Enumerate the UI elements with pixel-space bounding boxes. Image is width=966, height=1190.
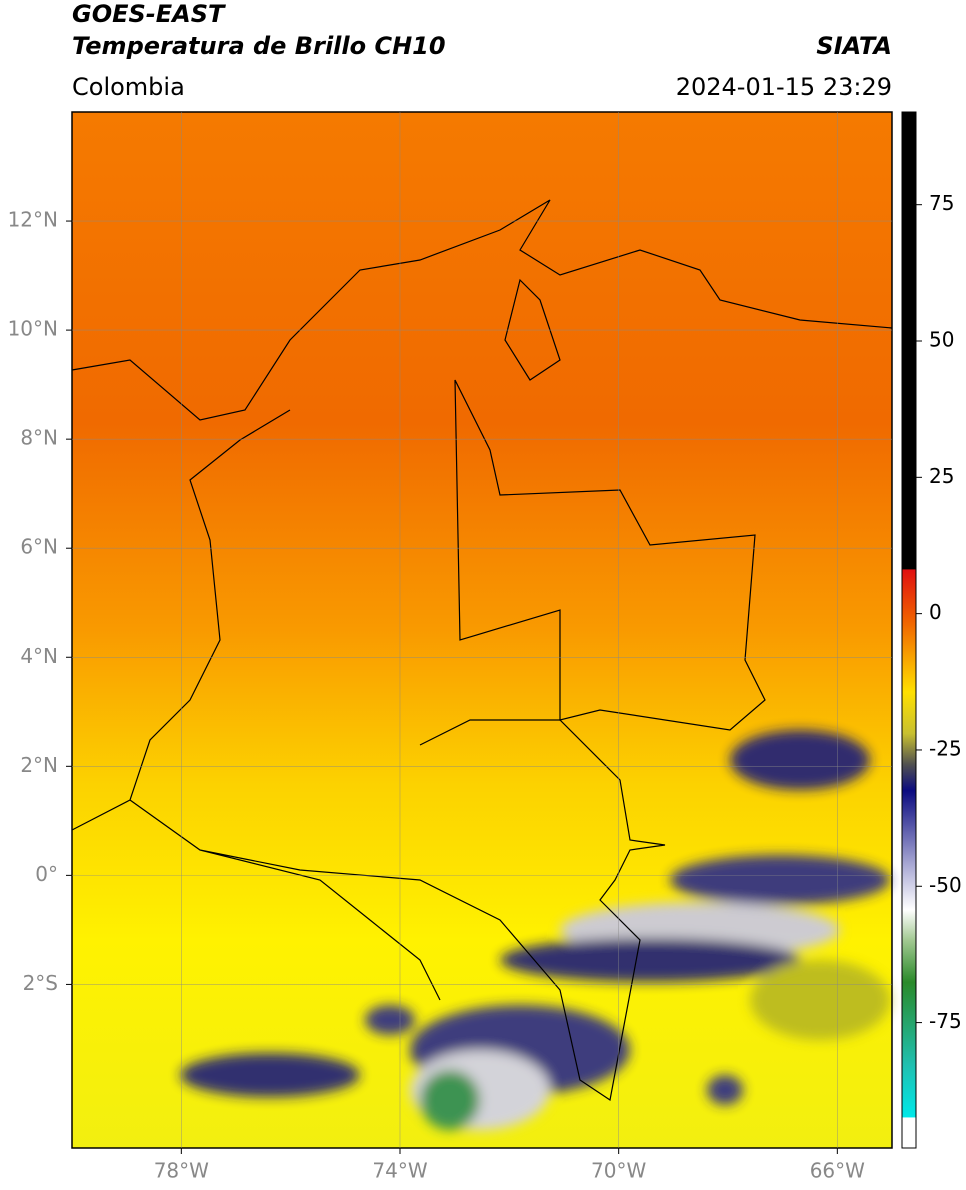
lon-tick-label: 74°W: [372, 1159, 427, 1183]
colorbar-tick-label: 25: [929, 464, 954, 488]
lon-tick-label: 66°W: [810, 1159, 865, 1183]
lat-tick-label: 10°N: [8, 317, 58, 341]
lat-tick-label: 0°: [35, 862, 58, 886]
lat-tick-label: 6°N: [20, 535, 58, 559]
colorbar-tick-label: -25: [929, 736, 962, 760]
colorbar-tick-label: -75: [929, 1009, 962, 1033]
colorbar-tick-label: 50: [929, 328, 954, 352]
source: SIATA: [816, 32, 892, 60]
colorbar-tick-label: -50: [929, 873, 962, 897]
borders: [71, 199, 893, 1102]
colorbar-tick-label: 75: [929, 191, 954, 215]
map: [71, 111, 893, 1149]
datetime: 2024-01-15 23:29: [676, 73, 892, 101]
lat-tick-label: 2°S: [23, 971, 58, 995]
cloud-areas: [180, 730, 890, 1130]
map-frame: [71, 111, 893, 1149]
subtitle: Temperatura de Brillo CH10: [72, 32, 446, 60]
lon-tick-label: 78°W: [154, 1159, 209, 1183]
colorbar: [901, 111, 917, 1149]
lat-tick-label: 12°N: [8, 208, 58, 232]
title: GOES-EAST: [72, 0, 226, 28]
region: Colombia: [72, 73, 185, 101]
colorbar-tick-label: 0: [929, 600, 942, 624]
lat-tick-label: 2°N: [20, 753, 58, 777]
lon-tick-label: 70°W: [591, 1159, 646, 1183]
lat-tick-label: 8°N: [20, 426, 58, 450]
lat-tick-label: 4°N: [20, 644, 58, 668]
